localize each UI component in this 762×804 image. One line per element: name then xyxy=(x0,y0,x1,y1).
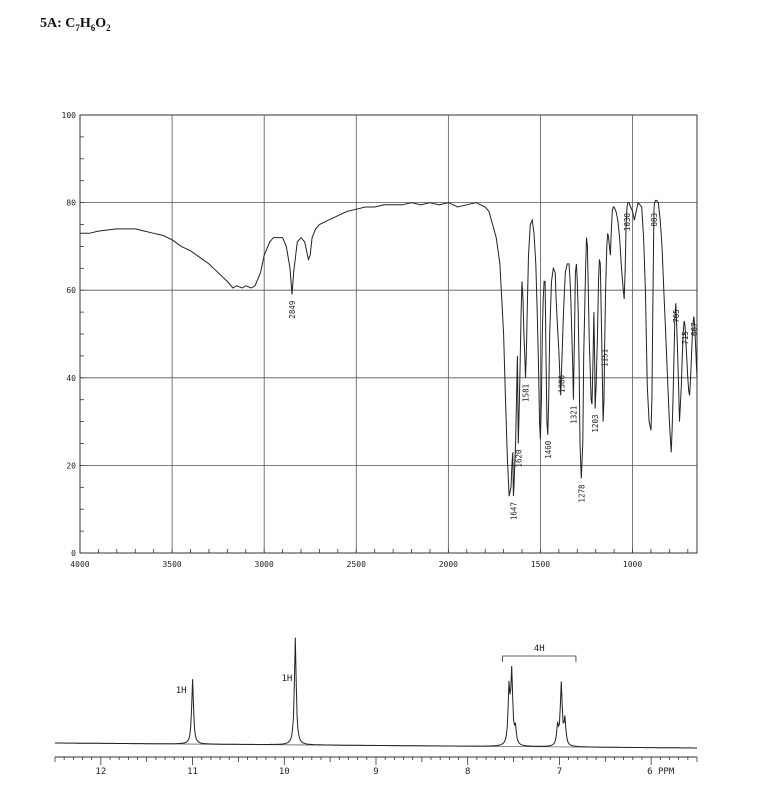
ir-x-tick-label: 3000 xyxy=(255,560,274,569)
ir-x-tick-label: 1000 xyxy=(623,560,642,569)
ir-peak-label: 1030 xyxy=(623,213,632,232)
nmr-x-tick-label: 6 PPM xyxy=(647,767,675,777)
ir-peak-label: 1386 xyxy=(557,375,566,394)
ir-peak-label: 1620 xyxy=(514,449,523,468)
ir-y-tick-label: 20 xyxy=(66,461,76,470)
ir-x-tick-label: 4000 xyxy=(70,560,89,569)
ir-peak-label: 883 xyxy=(650,213,659,227)
nmr-integration-bracket xyxy=(502,655,577,662)
ir-peak-label: 765 xyxy=(672,309,681,323)
ir-peak-label: 1647 xyxy=(509,502,518,520)
ir-peak-label: 1460 xyxy=(544,440,553,459)
nmr-x-tick-label: 8 xyxy=(465,767,470,777)
nmr-x-tick-label: 12 xyxy=(95,767,106,777)
nmr-x-tick-label: 10 xyxy=(279,767,290,777)
ir-x-tick-label: 1500 xyxy=(531,560,550,569)
ir-peak-label: 2849 xyxy=(288,301,297,319)
ir-x-tick-label: 2500 xyxy=(347,560,366,569)
ir-peak-label: 1151 xyxy=(601,349,610,367)
compound-title: 5A: C7H6O2 xyxy=(40,16,111,33)
ir-peak-label: 1581 xyxy=(522,384,531,402)
ir-y-tick-label: 100 xyxy=(62,111,77,120)
ir-x-tick-label: 2000 xyxy=(439,560,458,569)
ir-plot: 4000 3500 3000 2500 2000 1500 1000 0 20 40 60 80 100… xyxy=(62,111,699,569)
nmr-integration-label: 1H xyxy=(176,686,187,696)
ir-y-tick-label: 80 xyxy=(66,199,76,208)
ir-y-tick-label: 0 xyxy=(71,549,76,558)
ir-y-tick-label: 40 xyxy=(66,374,76,383)
ir-peak-label: 1203 xyxy=(591,415,600,433)
nmr-x-tick-label: 11 xyxy=(187,767,198,777)
ir-y-tick-label: 60 xyxy=(66,286,76,295)
nmr-plot: 12 11 10 9 8 7 6 PPM 1H 1H 4H xyxy=(54,637,698,777)
ir-x-tick-label: 3500 xyxy=(162,560,181,569)
nmr-integration-label: 1H xyxy=(281,674,292,684)
nmr-spectrum-trace xyxy=(55,637,697,749)
nmr-x-tick-label: 7 xyxy=(557,767,562,777)
nmr-integration-label: 4H xyxy=(534,644,545,654)
nmr-x-tick-label: 9 xyxy=(373,767,378,777)
ir-peak-label: 1321 xyxy=(569,406,578,424)
ir-spectrum-trace xyxy=(80,199,698,497)
ir-peak-label: 715 xyxy=(681,331,690,345)
ir-peak-label: 1278 xyxy=(577,484,586,503)
ir-peak-label: 667 xyxy=(690,323,699,337)
